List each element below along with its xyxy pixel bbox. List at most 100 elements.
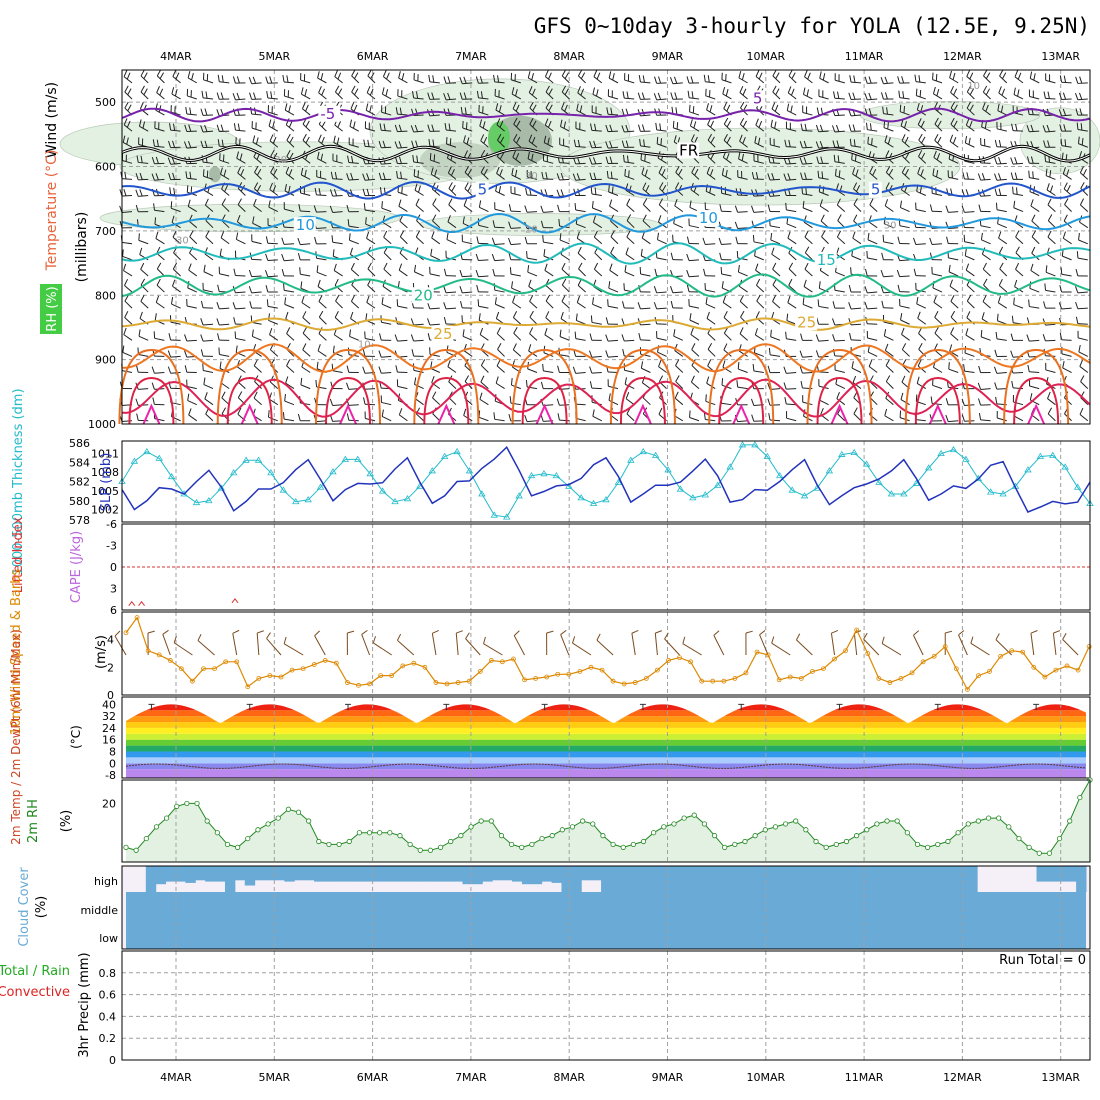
wind-barb-feather: [284, 184, 287, 192]
wind-barb-feather: [556, 173, 560, 181]
wind-barb: [1012, 130, 1024, 132]
cloud-high-bar: [878, 866, 889, 892]
wind-barb-feather: [737, 265, 740, 273]
wind-barb: [771, 108, 781, 116]
wind-barb-feather: [496, 118, 501, 125]
cloud-high-bar: [917, 866, 929, 892]
wind-barb-feather: [337, 120, 342, 128]
wind-barb: [220, 382, 230, 390]
wind-barb-feather: [703, 268, 706, 276]
wind-barb-feather: [610, 171, 613, 179]
wind-barb-feather: [982, 102, 986, 110]
wind-barb-feather: [544, 189, 548, 197]
wind-barb-feather: [880, 76, 884, 84]
slp-tick: 1002: [91, 504, 119, 517]
wind-barb-feather: [785, 331, 787, 339]
wind-barb-feather: [289, 136, 294, 144]
wind-barb: [203, 97, 214, 100]
wind-barb: [495, 190, 505, 196]
contour-label-bg: [868, 181, 882, 198]
wind-barb-feather: [560, 311, 564, 319]
thickness-point: [292, 497, 300, 505]
wind-barb: [497, 348, 505, 357]
wind-barb-feather: [123, 188, 127, 196]
wind-barb-feather: [232, 302, 236, 310]
wind-barb-feather: [548, 104, 553, 112]
wind-barb: [770, 144, 781, 148]
wind-barb: [300, 79, 311, 84]
lifted-index-axis-label: Lifted Index: [11, 516, 26, 593]
wind-barb-feather: [916, 376, 920, 384]
wind-barb: [560, 126, 570, 132]
wind-barb: [721, 79, 732, 84]
wind-barb-feather: [219, 361, 222, 369]
wind-barb-feather: [151, 382, 155, 390]
wind-barb-feather: [580, 72, 586, 79]
wind-barb-feather: [800, 333, 803, 341]
wind-barb: [415, 236, 424, 245]
wind-barb-feather: [953, 120, 958, 128]
wind-barb-feather: [803, 279, 807, 287]
wind-barb-feather: [675, 182, 680, 189]
wind-barb-feather: [399, 230, 405, 237]
wind-barb-feather: [512, 311, 518, 318]
wind-barb: [804, 268, 813, 277]
wind-barb-feather: [544, 118, 549, 126]
wind-barb-feather: [904, 121, 907, 129]
wind-barb-feather: [725, 89, 729, 97]
wind-barb: [511, 287, 521, 293]
wind-barb-feather: [140, 278, 146, 286]
wind-barb-feather: [508, 221, 512, 229]
wind-barb-feather: [1058, 109, 1063, 117]
wind-barb: [302, 317, 311, 325]
wind-barb-feather: [658, 375, 664, 382]
rh-point: [285, 806, 291, 812]
cloud-high-bar: [818, 866, 830, 892]
wind-barb: [302, 123, 311, 132]
wind-barb-feather: [329, 398, 334, 406]
wind-barb: [965, 269, 975, 277]
wind-barb-feather: [447, 92, 451, 100]
rh2m-unit-label: (%): [59, 810, 74, 833]
wind-barb-feather: [529, 327, 534, 334]
wind-barb: [869, 172, 878, 180]
wind-barb: [1029, 371, 1040, 374]
contour-label: 5: [753, 89, 763, 107]
wind-barb-feather: [852, 231, 856, 239]
wind-barb: [642, 220, 651, 229]
wind-barb-feather: [817, 170, 820, 178]
wind-barb: [915, 81, 926, 84]
wind-barb: [869, 204, 878, 212]
wind-barb-feather: [1047, 391, 1051, 399]
thickness-point: [627, 456, 635, 463]
wind-barb-feather: [427, 302, 431, 310]
wind-barb-feather: [321, 136, 325, 144]
date-label-top: 13MAR: [1041, 50, 1080, 63]
wind-barb: [189, 252, 198, 261]
wind-barb-feather: [283, 283, 285, 291]
wind-barb-feather: [832, 140, 836, 148]
wind-barb-feather: [253, 198, 257, 206]
wind-barb: [446, 129, 457, 132]
rh-point: [204, 818, 210, 824]
cloud-high-bar: [630, 866, 642, 892]
wind-barb: [373, 642, 392, 656]
date-label-top: 10MAR: [746, 50, 785, 63]
cloud-high-bar: [294, 866, 305, 881]
wind-barb-feather: [851, 361, 854, 369]
wind-barb-feather: [188, 408, 192, 416]
cloud-high-bar: [264, 866, 275, 881]
wind-barb: [348, 404, 359, 406]
wind-barb-feather: [171, 157, 176, 165]
wind-barb: [850, 81, 862, 84]
wind-barb-feather: [560, 629, 567, 635]
wind-barb-feather: [706, 166, 711, 174]
wind-barb: [270, 349, 279, 357]
wind-barb: [496, 173, 505, 180]
wind-barb-feather: [881, 636, 885, 644]
wind-barb: [675, 172, 684, 180]
wind-barb: [543, 255, 554, 261]
wind-barb: [850, 339, 862, 341]
wind-barb-feather: [318, 310, 324, 318]
wind-barb-feather: [642, 214, 647, 222]
